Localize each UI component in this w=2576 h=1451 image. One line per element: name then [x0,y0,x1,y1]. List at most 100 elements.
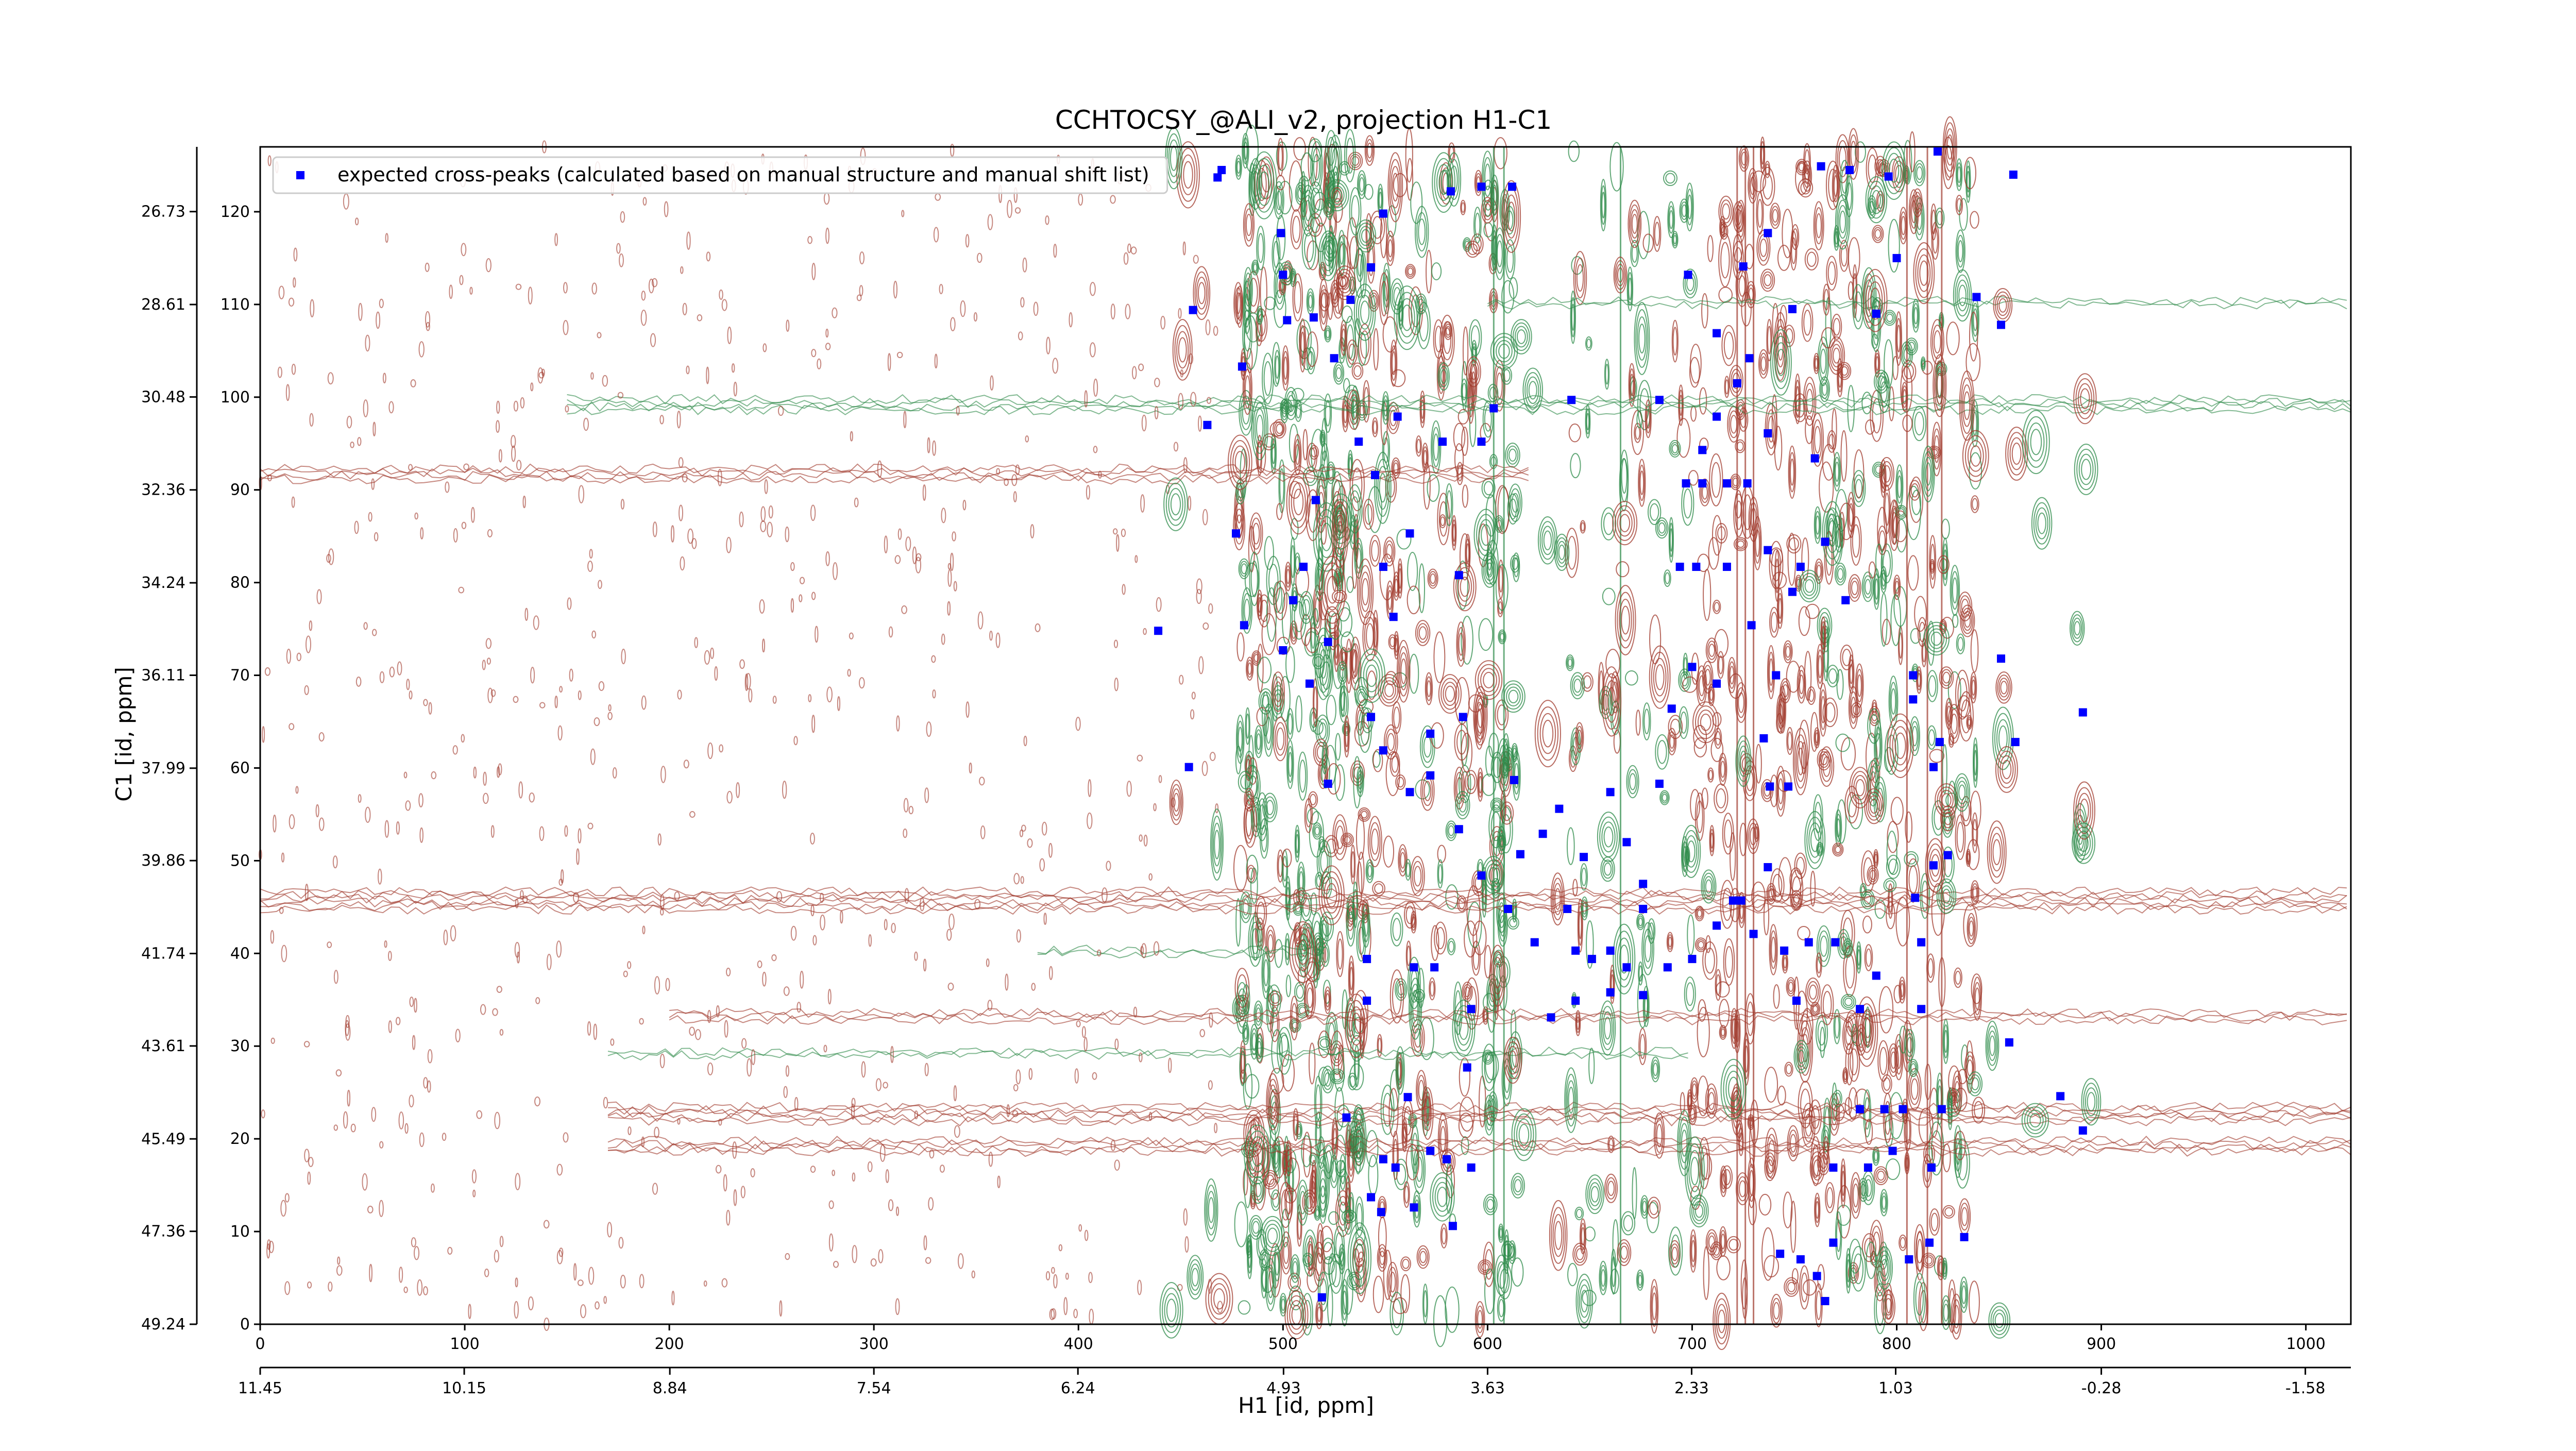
contour [1567,1080,1575,1120]
contour [751,1049,756,1066]
contour [484,1268,489,1277]
contour [1761,145,1765,165]
contour [1285,1157,1300,1192]
contour [1247,662,1252,675]
contour [453,528,458,543]
contour [1386,544,1393,560]
contour [1352,881,1358,929]
contour [1765,1156,1775,1178]
contour [1585,1174,1605,1214]
contour [1483,157,1493,197]
contour [1862,915,1872,934]
contour [296,652,301,662]
contour [1803,164,1811,188]
contour [1639,470,1645,495]
contour [1720,199,1732,224]
contour [1795,741,1806,782]
cross-peak [1722,479,1731,488]
contour [1839,160,1850,200]
contour [960,300,966,317]
contour [1853,1183,1859,1208]
contour [1445,884,1459,910]
contour [332,855,338,869]
contour [1284,1184,1294,1220]
contour [529,792,535,803]
contour [1716,1304,1727,1339]
contour [1244,788,1255,812]
contour [1741,292,1752,327]
contour [1899,980,1905,1001]
contour [524,608,529,621]
y2-tick-label: 45.49 [141,1130,185,1148]
contour [1088,1272,1093,1284]
contour [1325,400,1331,427]
contour [1241,895,1251,920]
contour [511,445,516,462]
contour [1337,607,1353,637]
contour [1636,914,1645,931]
contour [817,358,822,369]
contour [1498,343,1510,359]
contour [1350,496,1359,522]
contour [1250,867,1258,904]
contour [1882,1195,1887,1210]
contour [1668,1226,1683,1276]
contour [1955,274,1970,317]
contour [1831,344,1842,367]
contour [1051,1267,1055,1274]
contour [1999,755,2014,784]
contour [1197,282,1206,305]
contour [1320,1225,1333,1253]
y2-tick-label: 43.61 [141,1037,185,1055]
contour [1490,812,1501,841]
contour [1623,1215,1633,1231]
contour [1437,859,1444,889]
contour [1864,1097,1870,1130]
contour [1771,1297,1782,1324]
contour [1274,1245,1280,1281]
contour [1015,464,1020,476]
contour [1890,797,1904,825]
contour [1249,278,1258,307]
contour [1322,747,1327,769]
contour [1900,211,1907,240]
x2-tick-label: -1.58 [2285,1379,2326,1397]
cross-peak [1426,1146,1435,1155]
contour [2000,681,2008,695]
contour [1688,1102,1697,1125]
contour [1961,1285,1967,1304]
contour [1461,378,1468,405]
contour [677,689,682,700]
contour [420,527,424,539]
contour [1731,476,1740,488]
contour [896,351,903,359]
cross-peak [1442,1155,1451,1163]
contour [760,506,766,522]
contour [1392,978,1402,1015]
contour [618,1237,624,1249]
contour [1516,1118,1532,1151]
contour [1861,1233,1877,1262]
contour [1430,981,1435,997]
contour [1448,825,1454,836]
contour [1417,301,1431,349]
contour [580,1304,586,1319]
contour [790,562,795,571]
contour [1416,296,1426,312]
cross-peak [1363,997,1371,1005]
contour [1967,839,1980,870]
contour [445,481,450,493]
contour [1165,482,1186,526]
contour [1473,509,1498,562]
contour [1725,946,1733,978]
contour [859,251,865,265]
contour [1888,1043,1899,1077]
contour [1681,1129,1688,1157]
y-tick-label: 40 [230,944,250,963]
contour [1458,1112,1473,1139]
contour [558,1247,564,1257]
contour [1864,279,1874,317]
contour [1669,522,1673,558]
contour [270,930,275,944]
contour [1823,289,1829,311]
